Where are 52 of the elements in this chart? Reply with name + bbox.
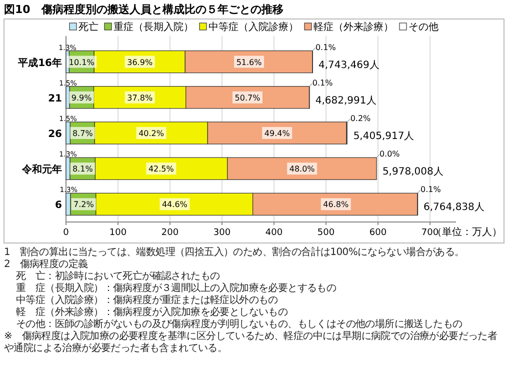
- annotation: 8.7%: [72, 129, 94, 138]
- x-tick-label: 200: [161, 228, 179, 238]
- text: その他：医師の診断がないもの及び傷病程度が判明しないもの、もしくはその他の場所に搬送したもの: [15, 319, 464, 330]
- legend-label: 重症（長期入院）: [114, 21, 194, 33]
- annotation: 5,978,008人: [382, 166, 444, 178]
- y-tick-label: 21: [48, 93, 62, 104]
- annotation: 0.1%: [312, 78, 334, 88]
- legend-label: 中等症（入院診療）: [208, 21, 298, 33]
- chart-title: 図10 傷病程度別の搬送人員と構成比の５年ごとの推移: [4, 3, 284, 16]
- annotation: 51.6%: [236, 58, 262, 67]
- x-tick-label: 700: [421, 228, 439, 238]
- x-tick-label: 300: [213, 228, 231, 238]
- annotation: 6,764,838人: [424, 202, 484, 214]
- annotation: 40.2%: [138, 129, 164, 138]
- annotation: 0.2%: [350, 114, 372, 123]
- annotation: 0.1%: [315, 42, 336, 52]
- legend-label: 軽症（外来診療）: [314, 21, 394, 33]
- x-tick-label: 500: [317, 228, 335, 238]
- annotation: 50.7%: [234, 93, 261, 102]
- text: 2 傷病程度の定義: [4, 259, 89, 270]
- annotation: 7.2%: [74, 200, 94, 210]
- annotation: 4,743,469人: [318, 60, 380, 71]
- annotation: 8.1%: [72, 164, 94, 174]
- annotation: 0.0%: [379, 150, 400, 159]
- annotation: 0.1%: [420, 185, 442, 194]
- annotation: 49.4%: [264, 129, 290, 138]
- y-tick-label: 26: [48, 129, 62, 140]
- x-tick-label: 400: [265, 228, 283, 238]
- text: 死 亡：初診時において死亡が確認されたもの: [15, 271, 221, 282]
- annotation: 48.0%: [289, 164, 316, 174]
- x-tick-label: 0: [63, 228, 70, 238]
- annotation: 10.1%: [68, 58, 95, 67]
- text: 中等症（入院診療）：傷病程度が重症または軽症以外のもの: [15, 295, 279, 306]
- annotation: 37.8%: [127, 93, 153, 102]
- annotation: 9.9%: [71, 93, 92, 102]
- y-tick-label: 平成16年: [17, 56, 62, 69]
- annotation: 4,682,991人: [315, 95, 376, 106]
- annotation: 42.5%: [148, 164, 174, 174]
- annotation: 36.9%: [127, 58, 153, 67]
- y-tick-label: 6: [55, 200, 62, 212]
- annotation: 46.8%: [323, 200, 349, 210]
- annotation: 44.6%: [162, 200, 188, 210]
- legend-label: その他: [408, 21, 438, 33]
- legend-label: 死亡: [78, 21, 98, 33]
- annotation: 5,405,917人: [353, 131, 414, 142]
- text: ※ 傷病程度は入院加療の必要程度を基準に区分しているため、軽症の中には早期に病院での治療が必要だった者や通院による治療が必要だった者も含まれている。: [4, 331, 498, 355]
- text: 1 割合の算出に当たっては、端数処理（四捨五入）のため、割合の合計は100%にならない場合がある。: [4, 247, 466, 258]
- x-tick-label: 600: [369, 228, 387, 238]
- text: 重 症（長期入院）：傷病程度が３週間以上の入院加療を必要とするもの: [15, 283, 338, 294]
- x-tick-label: 100: [109, 228, 127, 238]
- text: 軽 症（外来診療）：傷病程度が入院加療を必要としないもの: [15, 307, 289, 318]
- y-tick-label: 令和元年: [21, 164, 62, 176]
